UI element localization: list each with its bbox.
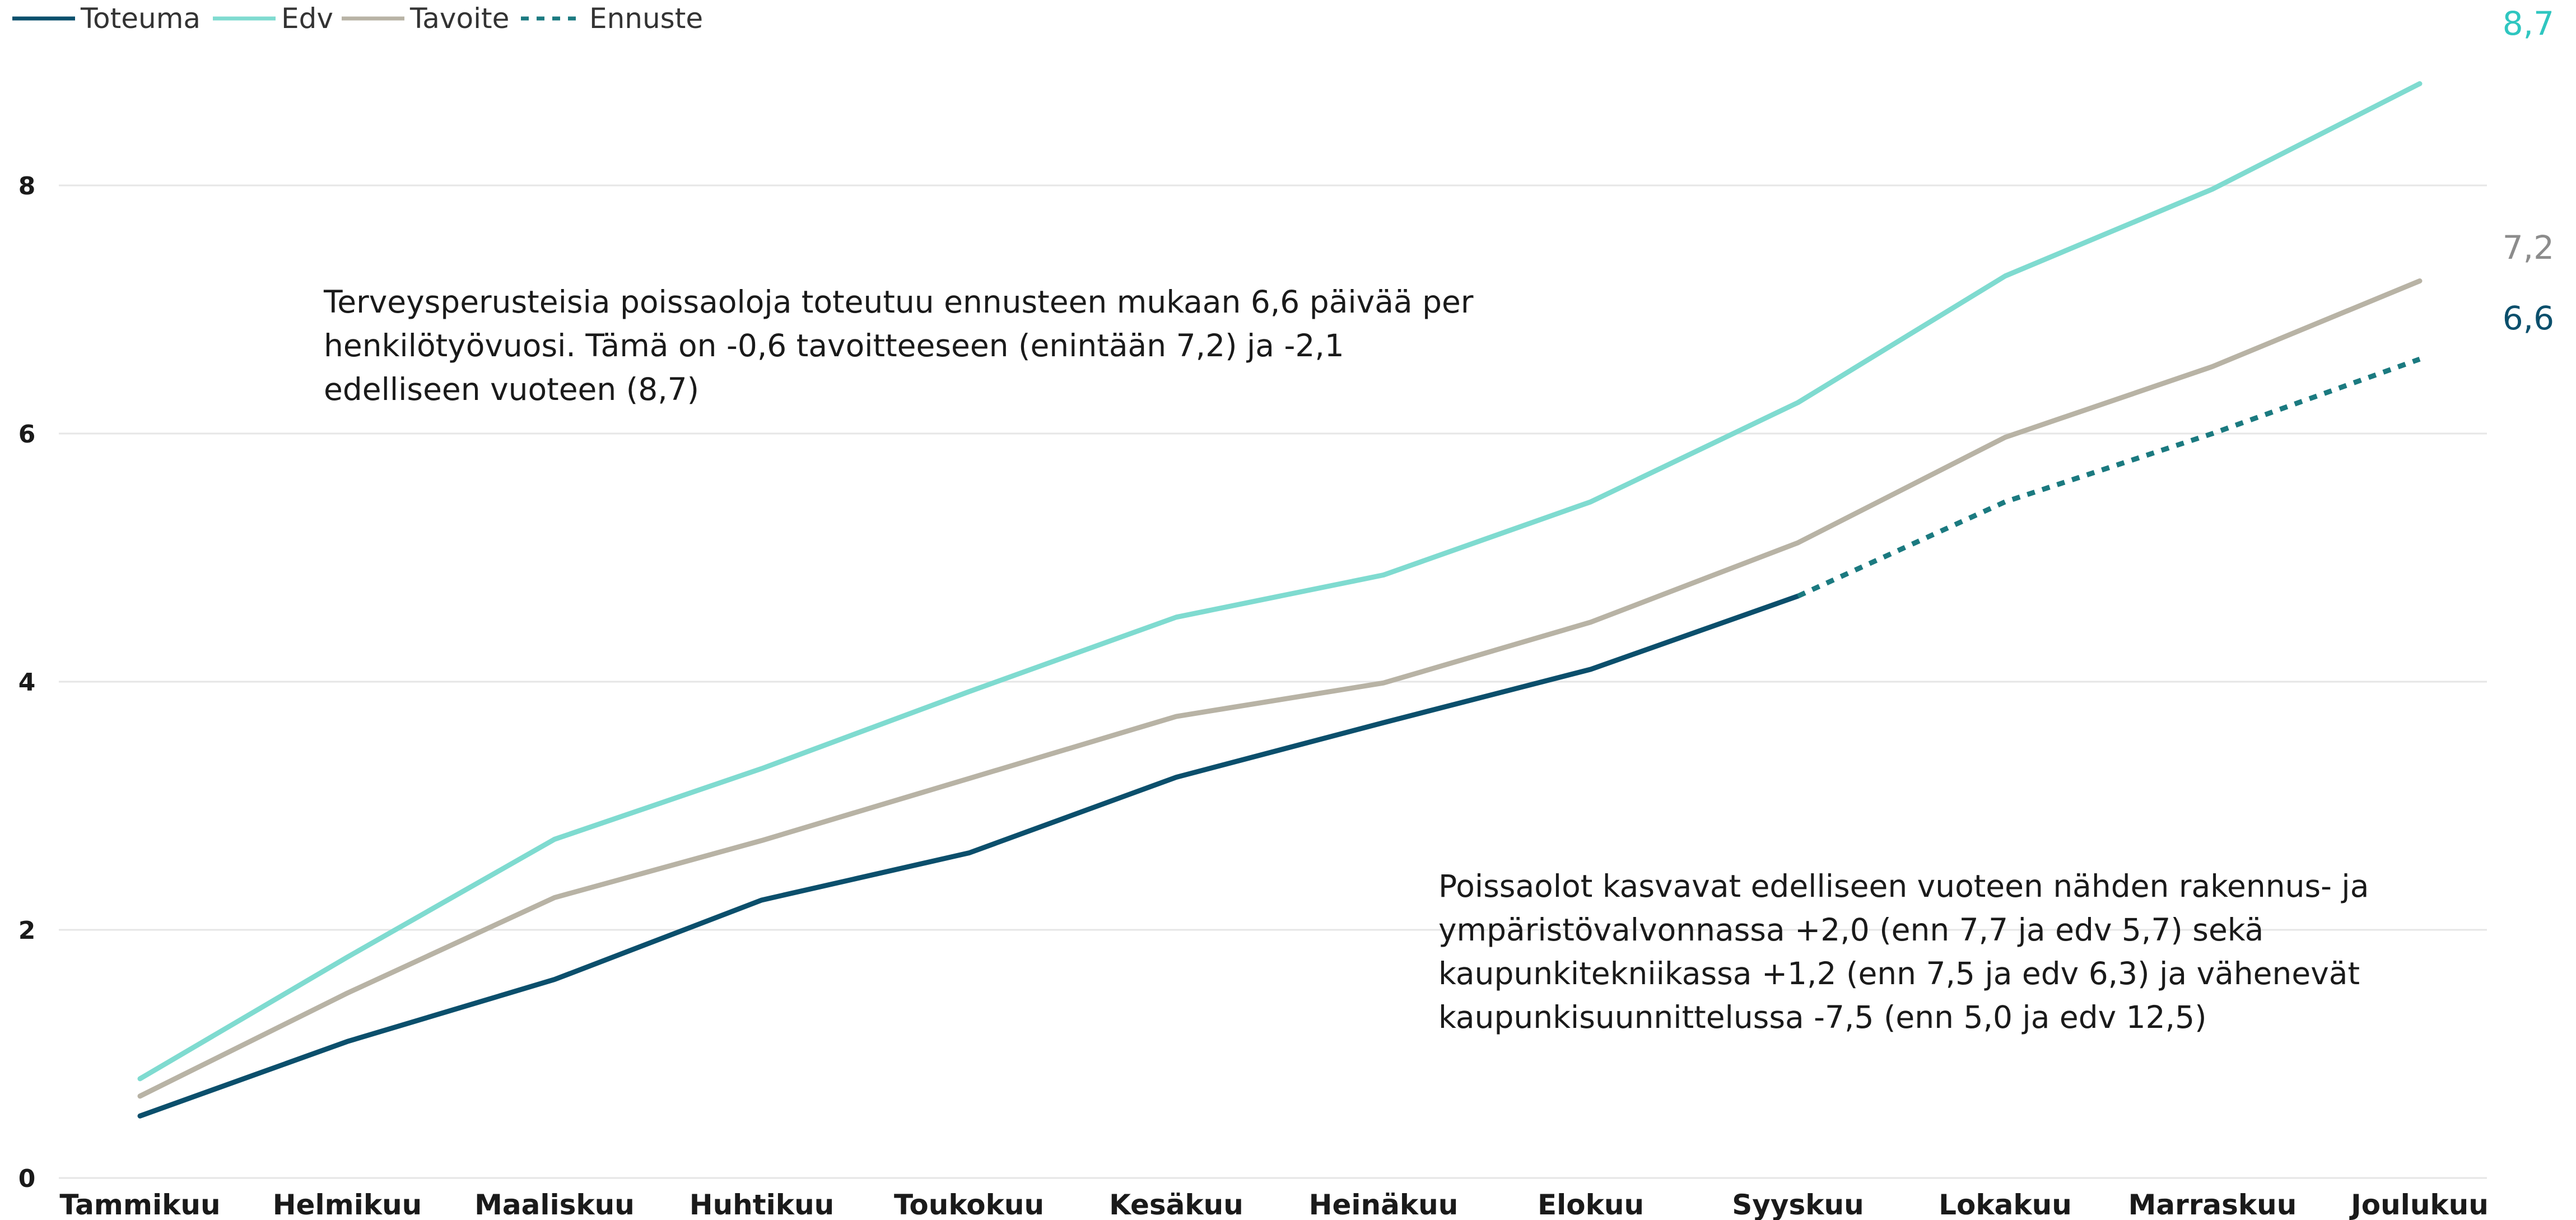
legend-item-edv[interactable]: Edv <box>213 2 333 35</box>
series-line-tavoite <box>137 278 2423 1099</box>
legend-item-tavoite[interactable]: Tavoite <box>342 2 509 35</box>
x-tick-label: Joulukuu <box>2349 1189 2489 1220</box>
annotation-summary: Terveysperusteisia poissaoloja toteutuu … <box>324 284 1474 407</box>
x-tick-label: Toukokuu <box>894 1189 1044 1220</box>
x-tick-label: Huhtikuu <box>690 1189 835 1220</box>
gridlines <box>59 184 2487 1179</box>
end-value-labels: 8,7 7,2 6,6 <box>2503 4 2554 337</box>
x-tick-label: Lokakuu <box>1939 1189 2072 1220</box>
legend-label: Edv <box>281 2 333 35</box>
y-axis-ticks: 0 2 4 6 8 <box>18 172 36 1193</box>
annotation-details: Poissaolot kasvavat edelliseen vuoteen n… <box>1438 868 2369 1035</box>
series-lines <box>137 81 2423 1119</box>
y-tick-label: 4 <box>18 668 36 697</box>
end-value-label: 6,6 <box>2503 299 2554 337</box>
x-tick-label: Maaliskuu <box>474 1189 635 1220</box>
x-tick-label: Syyskuu <box>1732 1189 1864 1220</box>
x-tick-label: Helmikuu <box>273 1189 422 1220</box>
series-line-toteuma <box>137 593 1801 1119</box>
end-value-label: 8,7 <box>2503 4 2554 43</box>
y-tick-label: 6 <box>18 420 36 449</box>
x-tick-label: Tammikuu <box>59 1189 220 1220</box>
legend-item-toteuma[interactable]: Toteuma <box>12 2 201 35</box>
legend-label: Toteuma <box>80 2 201 35</box>
x-tick-label: Kesäkuu <box>1109 1189 1243 1220</box>
series-line-ennuste <box>1797 356 2421 599</box>
legend[interactable]: Toteuma Edv Tavoite Ennuste <box>12 2 703 35</box>
y-tick-label: 8 <box>18 172 36 201</box>
end-value-label: 7,2 <box>2503 229 2554 267</box>
x-tick-label: Elokuu <box>1538 1189 1644 1220</box>
x-tick-label: Heinäkuu <box>1309 1189 1459 1220</box>
y-tick-label: 0 <box>18 1165 36 1193</box>
x-axis-ticks: Tammikuu Helmikuu Maaliskuu Huhtikuu Toukoku… <box>59 1189 2488 1220</box>
legend-label: Tavoite <box>409 2 509 35</box>
x-tick-label: Marraskuu <box>2128 1189 2297 1220</box>
legend-label: Ennuste <box>589 2 703 35</box>
legend-item-ennuste[interactable]: Ennuste <box>521 2 703 35</box>
series-line-edv <box>137 81 2423 1082</box>
y-tick-label: 2 <box>18 916 36 945</box>
